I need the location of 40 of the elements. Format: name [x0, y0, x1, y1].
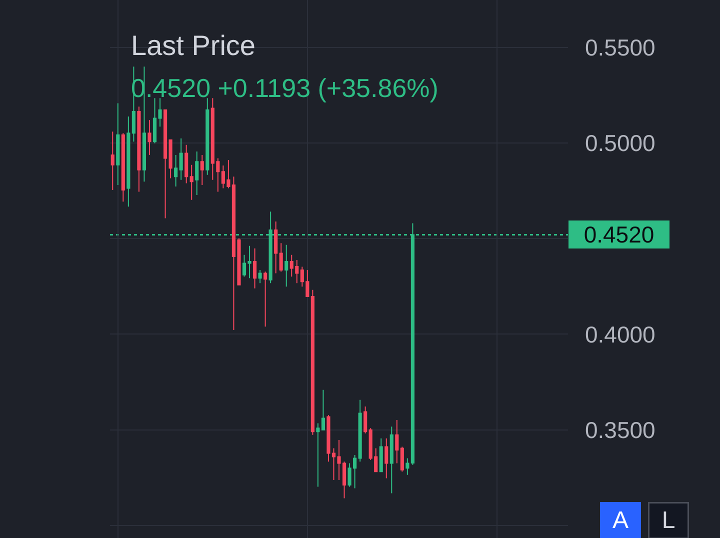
y-tick-label: 0.5500	[585, 34, 656, 60]
candlestick	[184, 144, 188, 184]
candlestick	[116, 102, 120, 186]
ref-line-label: 0.4520	[584, 222, 654, 248]
candlestick	[168, 139, 172, 179]
candlestick	[279, 242, 283, 272]
candlestick	[126, 116, 130, 208]
y-tick-label: 0.5000	[585, 130, 656, 156]
candlestick	[121, 132, 125, 202]
candlestick	[390, 426, 394, 494]
candlestick	[358, 399, 362, 462]
candlestick	[384, 438, 388, 479]
candlestick	[364, 406, 368, 434]
candlestick	[200, 154, 204, 186]
candlestick	[206, 98, 210, 176]
candlestick	[195, 151, 199, 196]
text: L	[662, 507, 676, 534]
candlestick	[179, 138, 183, 180]
candlestick	[310, 289, 314, 436]
candlestick	[252, 248, 257, 289]
candlestick	[258, 269, 262, 284]
candlestick	[379, 438, 383, 472]
y-tick-label: 0.3500	[585, 416, 656, 443]
candlestick	[406, 458, 410, 476]
candlestick	[174, 154, 178, 188]
candlestick	[274, 221, 278, 274]
candlestick	[163, 109, 168, 219]
candlestick	[190, 164, 194, 200]
text: Last Price	[131, 30, 256, 61]
candlestick	[148, 119, 152, 156]
y-tick-label: 0.4000	[585, 321, 656, 348]
candlestick	[316, 422, 320, 488]
candlestick	[395, 419, 399, 464]
candlestick	[137, 106, 141, 192]
candlestick	[110, 131, 114, 190]
candlestick	[400, 446, 404, 472]
candlestick	[264, 271, 268, 328]
text: A	[612, 507, 629, 534]
candlestick	[284, 244, 288, 288]
candlestick	[321, 389, 325, 430]
